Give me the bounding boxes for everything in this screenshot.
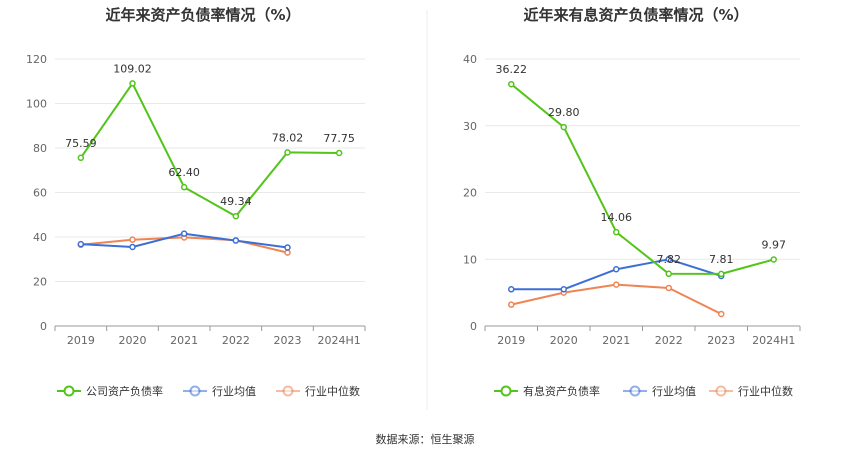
legend-marker	[715, 385, 727, 397]
legend-marker	[189, 385, 201, 397]
data-point[interactable]	[665, 256, 672, 263]
y-tick-label: 40	[463, 53, 477, 66]
legend-label: 行业均值	[212, 385, 256, 398]
data-point[interactable]	[180, 230, 188, 237]
data-point[interactable]	[665, 284, 672, 292]
data-label: 29.80	[548, 106, 580, 119]
legend-marker	[629, 385, 641, 397]
x-tick-label: 2019	[497, 334, 525, 347]
legend-item[interactable]: 行业均值	[623, 385, 696, 398]
y-tick-label: 30	[463, 120, 477, 133]
chart-title: 近年来资产负债率情况（%）	[105, 6, 300, 24]
data-point[interactable]	[232, 237, 240, 244]
data-point[interactable]	[613, 266, 620, 273]
chart-title: 近年来有息资产负债率情况（%）	[523, 6, 748, 24]
legend-label: 行业均值	[652, 385, 696, 398]
data-label: 62.40	[168, 166, 200, 179]
data-point[interactable]	[508, 80, 515, 88]
legend-item[interactable]: 行业中位数	[709, 384, 793, 398]
legend-marker	[500, 385, 512, 397]
legend-label: 行业中位数	[305, 384, 360, 398]
legend-item[interactable]: 公司资产负债率	[57, 384, 163, 398]
data-point[interactable]	[77, 154, 85, 162]
data-point[interactable]	[508, 301, 515, 308]
x-tick-label: 2023	[274, 334, 302, 347]
data-point[interactable]	[284, 149, 291, 156]
y-tick-label: 60	[33, 187, 47, 200]
data-point[interactable]	[718, 270, 725, 278]
x-tick-label: 2023	[707, 334, 735, 347]
data-point[interactable]	[129, 243, 136, 251]
x-tick-label: 2020	[550, 334, 578, 347]
chart-debt-ratio: 近年来资产负债率情况（%） 0 20 40 60 80 100 120 2019 2020 2021…	[26, 6, 366, 398]
legend-marker	[63, 385, 75, 397]
data-point[interactable]	[335, 149, 343, 157]
y-tick-label: 80	[33, 142, 47, 155]
data-point[interactable]	[560, 286, 567, 293]
data-point[interactable]	[613, 281, 620, 288]
data-point[interactable]	[508, 286, 515, 293]
y-tick-label: 10	[463, 253, 477, 266]
y-tick-label: 0	[470, 320, 477, 333]
data-label: 36.22	[496, 63, 528, 76]
y-tick-label: 120	[26, 53, 47, 66]
data-label: 109.02	[113, 62, 152, 75]
data-label: 75.59	[65, 137, 97, 150]
legend-item[interactable]: 行业均值	[183, 385, 256, 398]
data-label: 49.34	[220, 195, 252, 208]
data-point[interactable]	[232, 212, 240, 220]
data-point[interactable]	[77, 240, 85, 248]
y-tick-label: 20	[463, 187, 477, 200]
x-tick-label: 2022	[222, 334, 250, 347]
data-label: 78.02	[272, 131, 304, 144]
data-point[interactable]	[129, 80, 136, 87]
series-line	[510, 83, 775, 275]
legend-marker	[282, 385, 294, 397]
x-tick-label: 2019	[67, 334, 95, 347]
legend-label: 行业中位数	[738, 384, 793, 398]
data-label: 7.81	[709, 253, 734, 266]
y-tick-label: 20	[33, 276, 47, 289]
legend-item[interactable]: 有息资产负债率	[494, 384, 600, 398]
data-point[interactable]	[613, 228, 620, 236]
legend-item[interactable]: 行业中位数	[276, 384, 360, 398]
source-label: 数据来源：恒生聚源	[376, 432, 475, 446]
data-label: 7.82	[657, 253, 682, 266]
x-tick-label: 2022	[655, 334, 683, 347]
y-tick-label: 100	[26, 98, 47, 111]
data-point[interactable]	[718, 310, 725, 318]
data-point[interactable]	[180, 183, 188, 191]
x-tick-label: 2021	[170, 334, 198, 347]
data-label: 9.97	[762, 238, 787, 251]
y-tick-label: 0	[40, 320, 47, 333]
data-point[interactable]	[284, 244, 291, 251]
series-line	[79, 82, 340, 218]
data-point[interactable]	[560, 123, 567, 131]
data-label: 14.06	[601, 211, 633, 224]
data-point[interactable]	[770, 256, 777, 263]
data-point[interactable]	[129, 236, 136, 243]
legend-label: 有息资产负债率	[523, 384, 600, 398]
data-point[interactable]	[284, 249, 291, 256]
x-tick-label: 2020	[119, 334, 147, 347]
data-label: 77.75	[323, 132, 355, 145]
y-tick-label: 40	[33, 231, 47, 244]
data-point[interactable]	[665, 270, 672, 278]
x-tick-label: 2024H1	[752, 334, 795, 347]
chart-interest-bearing-debt-ratio: 近年来有息资产负债率情况（%） 0 10 20 30 40 2019 2020 2021 2022…	[463, 6, 801, 398]
x-tick-label: 2024H1	[318, 334, 361, 347]
x-tick-label: 2021	[602, 334, 630, 347]
legend-label: 公司资产负债率	[86, 384, 163, 398]
